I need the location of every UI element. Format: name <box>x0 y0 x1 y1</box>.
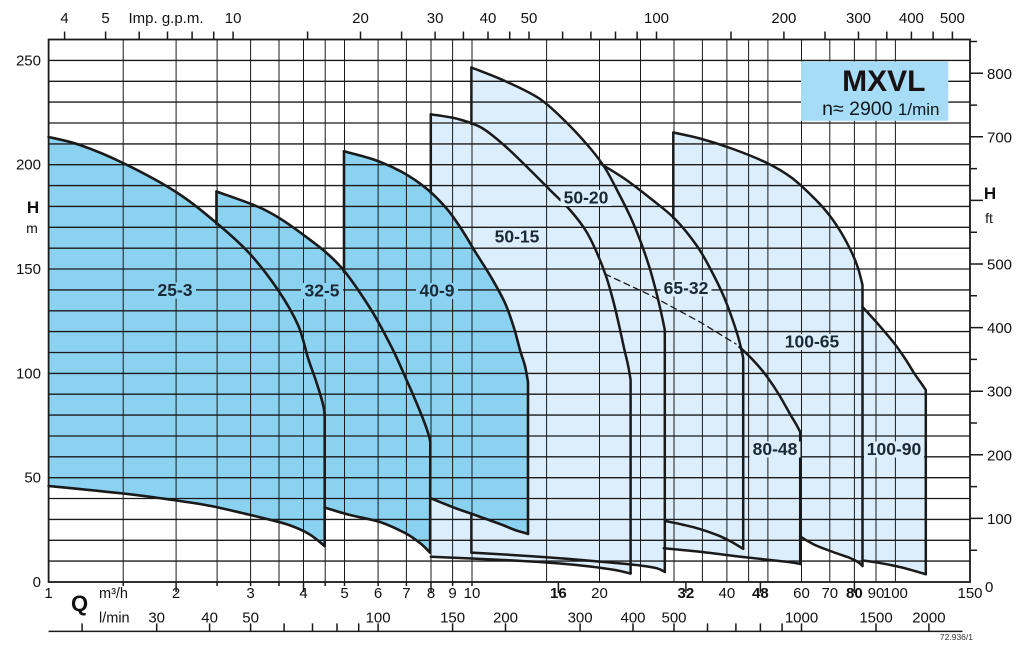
svg-text:70: 70 <box>821 585 838 602</box>
svg-text:4: 4 <box>60 10 68 27</box>
svg-text:Imp. g.p.m.: Imp. g.p.m. <box>128 10 203 27</box>
svg-text:20: 20 <box>591 585 608 602</box>
svg-text:1: 1 <box>44 585 52 602</box>
svg-text:32-5: 32-5 <box>304 281 339 301</box>
svg-text:65-32: 65-32 <box>664 278 709 298</box>
svg-text:40: 40 <box>480 10 497 27</box>
svg-text:H: H <box>27 198 39 217</box>
svg-text:40-9: 40-9 <box>419 281 454 301</box>
svg-text:5: 5 <box>340 585 348 602</box>
svg-text:10: 10 <box>225 10 242 27</box>
svg-text:Q: Q <box>71 591 88 616</box>
svg-text:150: 150 <box>16 261 41 278</box>
svg-text:100: 100 <box>366 610 391 627</box>
svg-text:25-3: 25-3 <box>157 280 192 300</box>
svg-text:500: 500 <box>661 610 686 627</box>
svg-text:400: 400 <box>987 320 1012 337</box>
svg-text:200: 200 <box>987 447 1012 464</box>
svg-text:100: 100 <box>987 511 1012 528</box>
svg-text:30: 30 <box>427 10 444 27</box>
svg-text:0: 0 <box>33 574 41 591</box>
svg-text:7: 7 <box>402 585 410 602</box>
svg-text:40: 40 <box>201 610 218 627</box>
svg-text:150: 150 <box>440 610 465 627</box>
svg-text:200: 200 <box>16 157 41 174</box>
svg-text:50-15: 50-15 <box>495 227 540 247</box>
svg-text:H: H <box>984 184 996 203</box>
svg-text:MXVL: MXVL <box>842 65 925 98</box>
svg-text:50: 50 <box>521 10 538 27</box>
svg-text:90: 90 <box>868 585 885 602</box>
svg-text:m³/h: m³/h <box>99 586 128 602</box>
svg-text:80-48: 80-48 <box>753 439 798 459</box>
svg-text:40: 40 <box>719 585 736 602</box>
svg-text:300: 300 <box>568 610 593 627</box>
svg-text:4: 4 <box>299 585 307 602</box>
svg-text:500: 500 <box>940 10 965 27</box>
svg-text:100: 100 <box>883 585 908 602</box>
svg-text:n≈ 2900 1/min: n≈ 2900 1/min <box>822 98 939 120</box>
svg-text:800: 800 <box>987 66 1012 83</box>
svg-text:400: 400 <box>620 610 645 627</box>
svg-text:300: 300 <box>846 10 871 27</box>
svg-text:50-20: 50-20 <box>564 188 609 208</box>
svg-text:100: 100 <box>16 365 41 382</box>
svg-text:100-65: 100-65 <box>785 332 840 352</box>
svg-text:5: 5 <box>101 10 109 27</box>
svg-text:72.936/1: 72.936/1 <box>940 632 973 642</box>
svg-text:m: m <box>26 220 38 236</box>
svg-text:30: 30 <box>148 610 165 627</box>
svg-text:50: 50 <box>242 610 259 627</box>
svg-text:9: 9 <box>448 585 456 602</box>
svg-text:l/min: l/min <box>99 611 130 627</box>
svg-text:250: 250 <box>16 52 41 69</box>
svg-text:1000: 1000 <box>785 610 818 627</box>
svg-text:3: 3 <box>246 585 254 602</box>
svg-text:100-90: 100-90 <box>867 439 922 459</box>
svg-text:16: 16 <box>550 585 567 602</box>
svg-text:0: 0 <box>985 579 993 596</box>
svg-text:150: 150 <box>957 585 982 602</box>
svg-text:8: 8 <box>427 585 435 602</box>
svg-text:48: 48 <box>752 585 769 602</box>
svg-text:50: 50 <box>24 470 41 487</box>
svg-text:100: 100 <box>644 10 669 27</box>
svg-text:20: 20 <box>352 10 369 27</box>
svg-text:ft: ft <box>985 210 993 226</box>
svg-text:6: 6 <box>374 585 382 602</box>
svg-text:1500: 1500 <box>859 610 892 627</box>
svg-text:700: 700 <box>987 129 1012 146</box>
svg-text:60: 60 <box>793 585 810 602</box>
svg-text:200: 200 <box>493 610 518 627</box>
svg-text:300: 300 <box>987 384 1012 401</box>
svg-text:400: 400 <box>899 10 924 27</box>
svg-text:500: 500 <box>987 257 1012 274</box>
svg-text:200: 200 <box>771 10 796 27</box>
svg-text:2000: 2000 <box>912 610 945 627</box>
svg-text:2: 2 <box>172 585 180 602</box>
svg-text:10: 10 <box>464 585 481 602</box>
svg-text:80: 80 <box>846 585 863 602</box>
svg-text:32: 32 <box>678 585 695 602</box>
